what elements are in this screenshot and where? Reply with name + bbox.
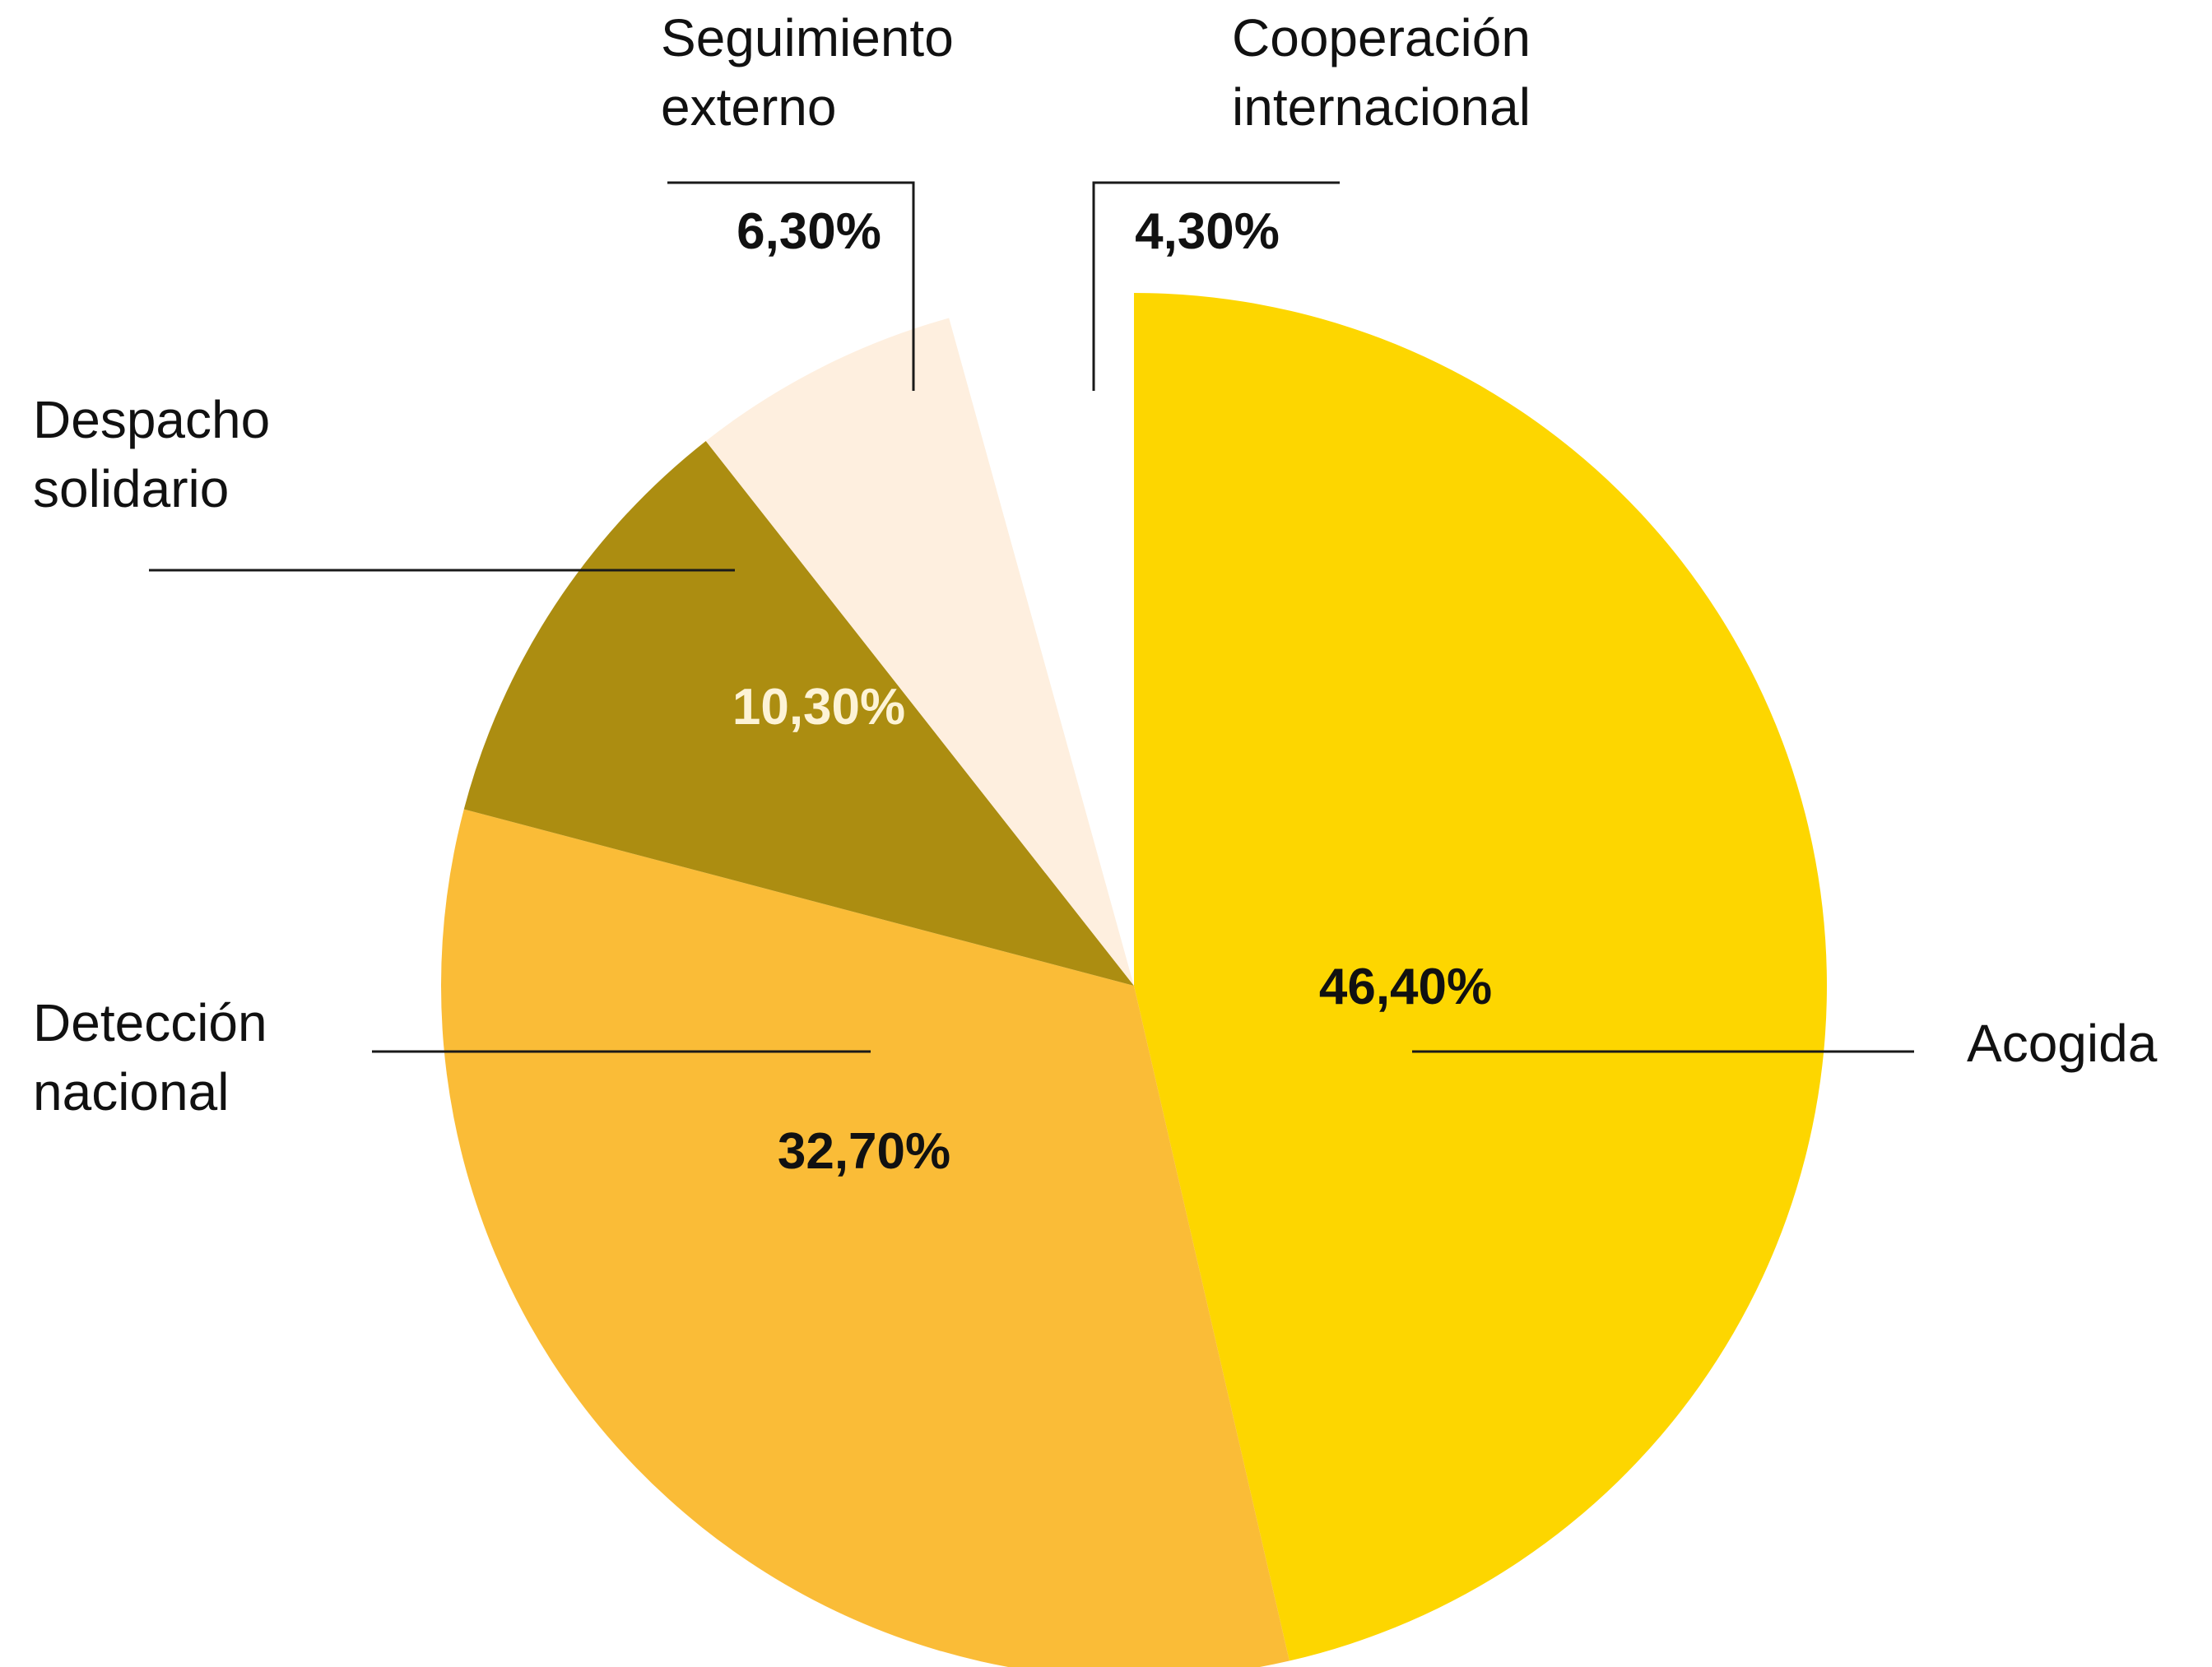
category-label-line: Detección: [33, 993, 267, 1052]
leader-line-cooperacion-internacional: [1092, 181, 1340, 391]
leader-lines: [149, 181, 1914, 1053]
category-label-line: Acogida: [1967, 1014, 2158, 1073]
leader-line-seguimiento-externo: [667, 181, 915, 391]
pie-slice-seguimiento-externo: [705, 318, 1134, 986]
value-label-acogida: 46,40%: [1319, 959, 1492, 1015]
pie-slices: [440, 293, 1827, 1667]
category-label-acogida: Acogida: [1967, 1014, 2158, 1073]
category-label-cooperacion-internacional: Cooperación internacional: [1232, 8, 1545, 137]
value-label-despacho-solidario: 10,30%: [732, 679, 905, 736]
category-label-line: Cooperación: [1232, 8, 1531, 67]
category-label-line: solidario: [33, 459, 229, 518]
pie-slice-despacho-solidario: [463, 440, 1134, 986]
category-label-despacho-solidario: Despacho solidario: [33, 390, 285, 518]
category-label-line: nacional: [33, 1062, 229, 1121]
category-label-line: externo: [661, 77, 836, 137]
category-label-line: Despacho: [33, 390, 270, 449]
value-label-seguimiento-externo: 6,30%: [737, 203, 881, 260]
value-label-cooperacion-internacional: 4,30%: [1135, 203, 1280, 260]
pie-slice-cooperacion-internacional: [949, 293, 1134, 986]
value-label-deteccion-nacional: 32,70%: [778, 1123, 950, 1180]
category-label-deteccion-nacional: Detección nacional: [33, 993, 281, 1121]
pie-slice-deteccion-nacional: [440, 809, 1290, 1667]
category-label-line: internacional: [1232, 77, 1531, 137]
category-label-line: Seguimiento: [661, 8, 954, 67]
pie-slice-acogida: [1134, 293, 1827, 1661]
category-label-seguimiento-externo: Seguimiento externo: [661, 8, 969, 137]
